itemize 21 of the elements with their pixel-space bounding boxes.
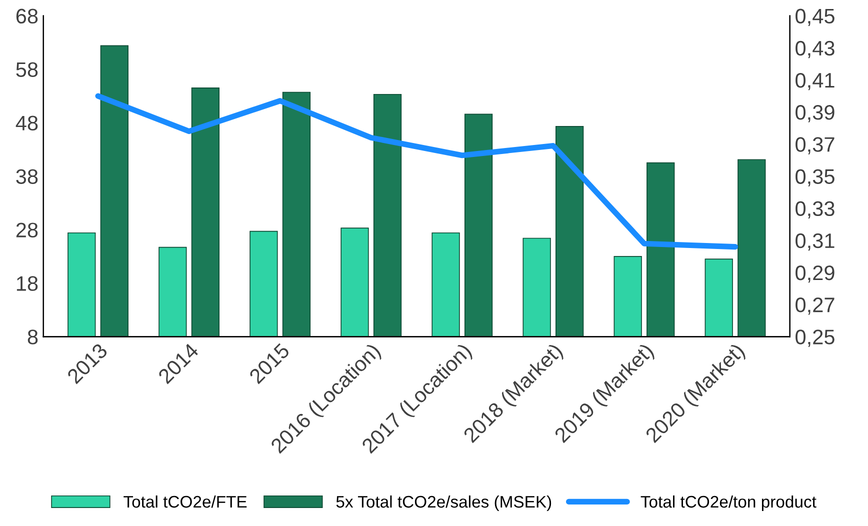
y2-tick-label: 0,43 bbox=[796, 40, 834, 58]
y2-tick-label: 0,39 bbox=[796, 105, 834, 122]
y2-tick-label: 0,41 bbox=[796, 72, 834, 90]
y-tick-label: 38 bbox=[16, 169, 38, 184]
legend-label: 5x Total tCO2e/sales (MSEK) bbox=[336, 495, 552, 511]
y-tick-label: 8 bbox=[28, 330, 38, 344]
y2-tick-label: 0,33 bbox=[796, 201, 834, 219]
y-tick-label: 48 bbox=[16, 116, 38, 130]
y2-tick-label: 0,25 bbox=[796, 330, 834, 347]
y-tick-label: 18 bbox=[16, 276, 38, 291]
y2-tick-label: 0,29 bbox=[796, 265, 834, 283]
y2-tick-label: 0,31 bbox=[796, 233, 834, 251]
y2-tick-label: 0,45 bbox=[796, 8, 834, 26]
legend-label: Total tCO2e/FTE bbox=[124, 495, 247, 508]
y2-tick-label: 0,35 bbox=[796, 169, 834, 186]
y-tick-label: 28 bbox=[16, 222, 38, 238]
y2-tick-label: 0,37 bbox=[796, 137, 834, 154]
legend-label: Total tCO2e/ton product bbox=[640, 495, 816, 511]
y-tick-label: 68 bbox=[16, 8, 38, 24]
y-tick-label: 58 bbox=[16, 62, 38, 78]
y2-tick-label: 0,27 bbox=[796, 298, 834, 315]
